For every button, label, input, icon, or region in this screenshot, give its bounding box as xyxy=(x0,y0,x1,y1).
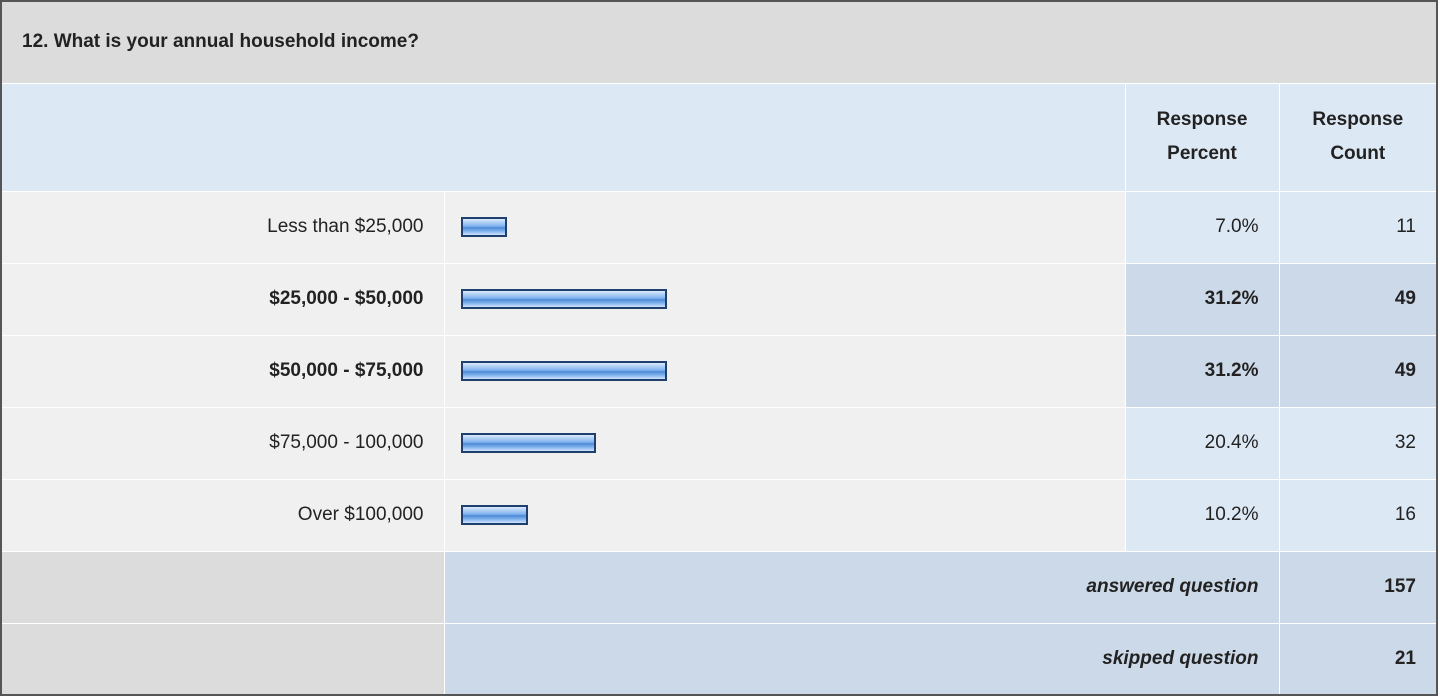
answer-label: Over $100,000 xyxy=(0,478,445,552)
bar xyxy=(460,505,529,525)
answer-label: $25,000 - $50,000 xyxy=(0,262,445,336)
answered-label: answered question xyxy=(443,550,1280,624)
bar xyxy=(460,217,507,237)
response-count: 49 xyxy=(1278,262,1438,336)
response-percent: 20.4% xyxy=(1124,406,1280,480)
bar-cell xyxy=(443,190,1126,264)
answered-row: answered question 157 xyxy=(0,550,1438,624)
response-percent: 7.0% xyxy=(1124,190,1280,264)
answered-count: 157 xyxy=(1278,550,1438,624)
skipped-label: skipped question xyxy=(443,622,1280,696)
response-count: 49 xyxy=(1278,334,1438,408)
data-row: Over $100,000 10.2% 16 xyxy=(0,478,1438,552)
data-row: $25,000 - $50,000 31.2% 49 xyxy=(0,262,1438,336)
title-row: 12. What is your annual household income… xyxy=(0,0,1438,84)
answer-label: $50,000 - $75,000 xyxy=(0,334,445,408)
response-count: 11 xyxy=(1278,190,1438,264)
response-percent: 31.2% xyxy=(1124,334,1280,408)
response-count: 16 xyxy=(1278,478,1438,552)
footer-blank xyxy=(0,550,445,624)
bar-cell xyxy=(443,262,1126,336)
bar xyxy=(460,433,596,453)
question-title: 12. What is your annual household income… xyxy=(0,0,1438,84)
bar-cell xyxy=(443,334,1126,408)
bar xyxy=(460,289,668,309)
data-row: Less than $25,000 7.0% 11 xyxy=(0,190,1438,264)
header-blank xyxy=(0,82,1126,192)
skipped-count: 21 xyxy=(1278,622,1438,696)
data-row: $50,000 - $75,000 31.2% 49 xyxy=(0,334,1438,408)
response-count: 32 xyxy=(1278,406,1438,480)
data-row: $75,000 - 100,000 20.4% 32 xyxy=(0,406,1438,480)
bar-cell xyxy=(443,406,1126,480)
response-percent: 10.2% xyxy=(1124,478,1280,552)
skipped-row: skipped question 21 xyxy=(0,622,1438,696)
header-row: Response Percent Response Count xyxy=(0,82,1438,192)
bar xyxy=(460,361,668,381)
answer-label: Less than $25,000 xyxy=(0,190,445,264)
column-header: Response Count xyxy=(1278,82,1438,192)
column-header: Response Percent xyxy=(1124,82,1280,192)
answer-label: $75,000 - 100,000 xyxy=(0,406,445,480)
footer-blank xyxy=(0,622,445,696)
response-percent: 31.2% xyxy=(1124,262,1280,336)
bar-cell xyxy=(443,478,1126,552)
